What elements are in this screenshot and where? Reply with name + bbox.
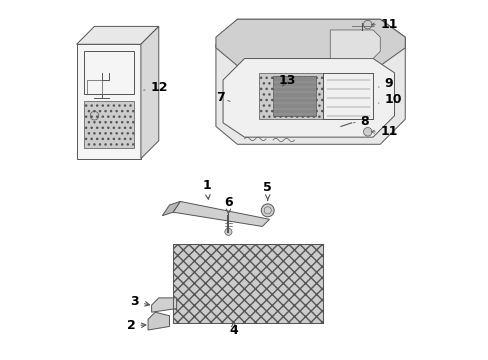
Polygon shape: [148, 312, 169, 330]
Text: 13: 13: [278, 73, 295, 86]
Text: 12: 12: [143, 81, 168, 94]
Circle shape: [363, 127, 371, 136]
Polygon shape: [83, 102, 134, 148]
Polygon shape: [173, 202, 269, 226]
Text: 11: 11: [370, 18, 398, 31]
Text: 9: 9: [378, 77, 392, 90]
Text: 11: 11: [370, 125, 398, 138]
Text: 1: 1: [202, 179, 211, 199]
Circle shape: [363, 20, 371, 29]
Polygon shape: [77, 26, 159, 44]
Polygon shape: [162, 202, 180, 216]
Polygon shape: [216, 19, 405, 144]
Polygon shape: [223, 59, 394, 137]
Text: 2: 2: [126, 319, 145, 332]
Text: 3: 3: [130, 295, 149, 308]
Polygon shape: [173, 244, 323, 323]
Polygon shape: [216, 19, 405, 66]
Text: 6: 6: [224, 196, 232, 214]
Text: 7: 7: [216, 91, 230, 104]
Text: 8: 8: [353, 114, 368, 128]
Text: 10: 10: [378, 93, 401, 106]
Text: 5: 5: [263, 181, 271, 200]
Circle shape: [224, 228, 231, 235]
Circle shape: [261, 204, 274, 217]
Polygon shape: [141, 26, 159, 158]
Polygon shape: [272, 76, 315, 116]
Polygon shape: [329, 30, 380, 59]
Polygon shape: [151, 298, 176, 312]
Text: 4: 4: [229, 321, 238, 337]
Polygon shape: [258, 73, 323, 119]
Polygon shape: [77, 44, 141, 158]
